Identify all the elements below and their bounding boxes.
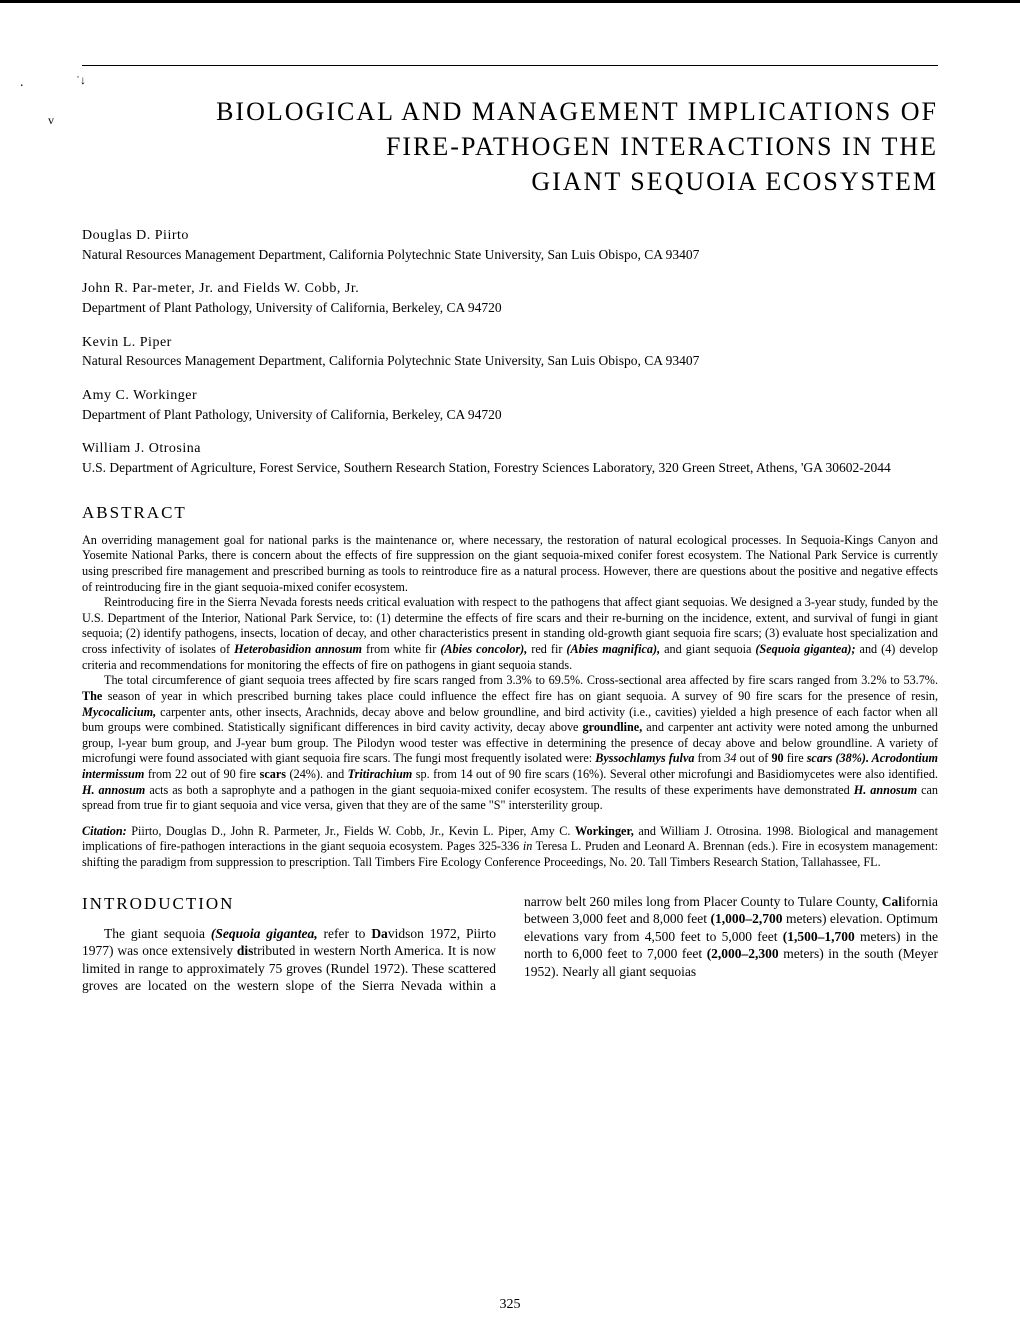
title-line-2: FIRE-PATHOGEN INTERACTIONS IN THE [386, 132, 938, 161]
abstract-para-2: Reintroducing fire in the Sierra Nevada … [82, 595, 938, 673]
abstract-para-3: The total circumference of giant sequoia… [82, 673, 938, 813]
species-name: (Sequoia gigantea); [755, 642, 855, 656]
citation-label: Citation: [82, 824, 127, 838]
species-name: H. annosum [82, 783, 145, 797]
author-affiliation: Natural Resources Management Department,… [82, 246, 938, 264]
author-name: John R. Par-meter, Jr. and Fields W. Cob… [82, 280, 938, 299]
citation-block: Citation: Piirto, Douglas D., John R. Pa… [82, 824, 938, 871]
abstract-body: An overriding management goal for nation… [82, 533, 938, 814]
page-number: 325 [0, 1297, 1020, 1313]
author-affiliation: Department of Plant Pathology, Universit… [82, 406, 938, 424]
species-name: (Sequoia gigantea, [211, 926, 318, 941]
author-3: Kevin L. Piper Natural Resources Managem… [82, 334, 938, 371]
paper-title: BIOLOGICAL AND MANAGEMENT IMPLICATIONS O… [82, 94, 938, 199]
author-name: Kevin L. Piper [82, 334, 938, 353]
header-rule [82, 65, 938, 66]
authors-block: Douglas D. Piirto Natural Resources Mana… [82, 227, 938, 477]
author-2: John R. Par-meter, Jr. and Fields W. Cob… [82, 280, 938, 317]
author-name: Douglas D. Piirto [82, 227, 938, 246]
species-name: Heterobasidion annosum [234, 642, 362, 656]
introduction-heading: INTRODUCTION [82, 893, 496, 915]
body-columns: INTRODUCTION The giant sequoia (Sequoia … [82, 893, 938, 995]
author-5: William J. Otrosina U.S. Department of A… [82, 440, 938, 477]
author-affiliation: U.S. Department of Agriculture, Forest S… [82, 459, 938, 477]
author-name: William J. Otrosina [82, 440, 938, 459]
abstract-para-1: An overriding management goal for nation… [82, 533, 938, 595]
author-1: Douglas D. Piirto Natural Resources Mana… [82, 227, 938, 264]
species-name: Mycocalicium, [82, 705, 156, 719]
title-line-3: GIANT SEQUOIA ECOSYSTEM [531, 167, 938, 196]
author-affiliation: Natural Resources Management Department,… [82, 352, 938, 370]
page: . ˙↓ v BIOLOGICAL AND MANAGEMENT IMPLICA… [0, 0, 1020, 1337]
species-name: Byssochlamys fulva [595, 751, 694, 765]
species-name: (Abies concolor), [440, 642, 527, 656]
abstract-heading: ABSTRACT [82, 503, 938, 523]
stray-mark-v: v [48, 113, 54, 128]
stray-mark-arrow: ˙↓ [76, 73, 86, 88]
author-affiliation: Department of Plant Pathology, Universit… [82, 299, 938, 317]
author-4: Amy C. Workinger Department of Plant Pat… [82, 387, 938, 424]
title-line-1: BIOLOGICAL AND MANAGEMENT IMPLICATIONS O… [216, 97, 938, 126]
stray-mark-dot: . [20, 75, 24, 91]
author-name: Amy C. Workinger [82, 387, 938, 406]
species-name: Tritirachium [348, 767, 413, 781]
species-name: (Abies magnifica), [566, 642, 660, 656]
species-name: H. annosum [854, 783, 917, 797]
